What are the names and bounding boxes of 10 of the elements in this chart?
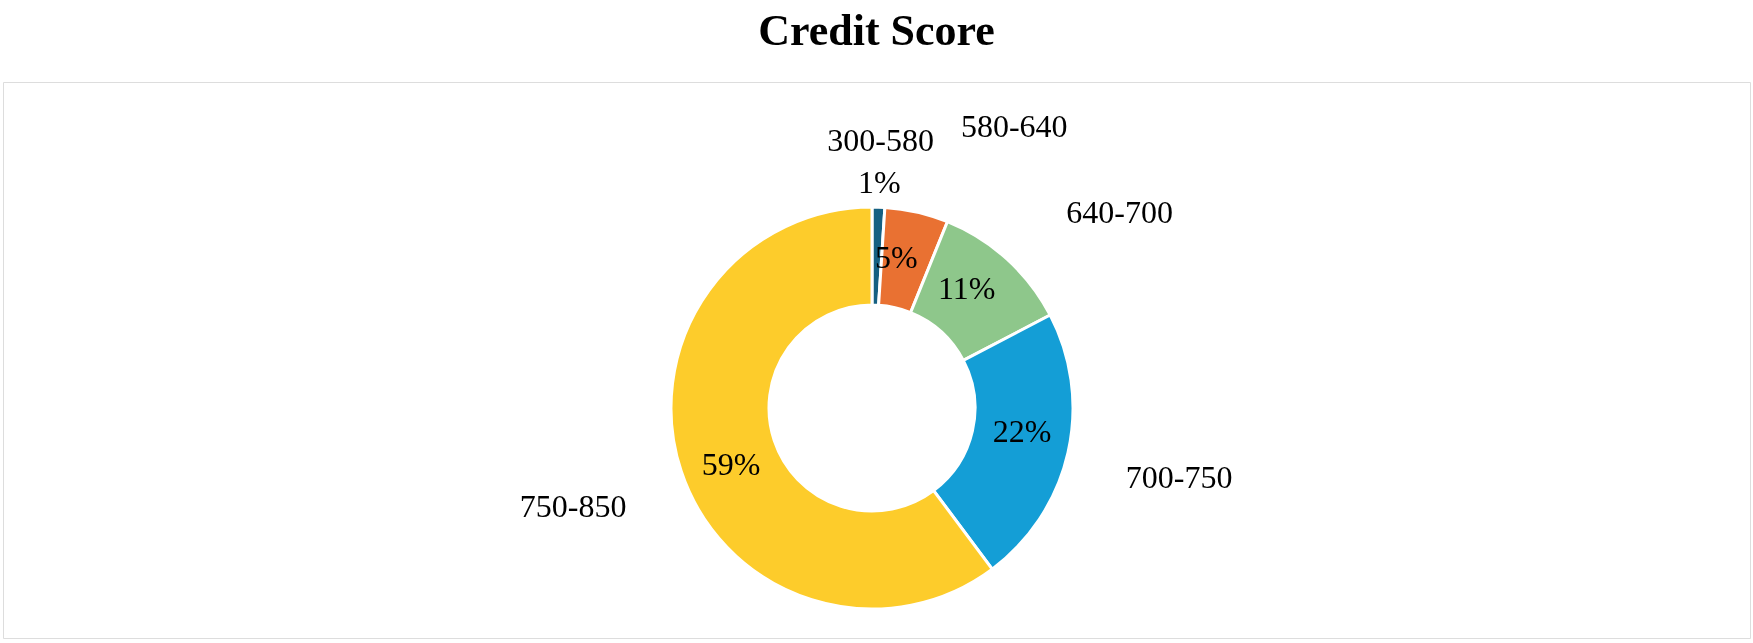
- data-label: 59%: [701, 446, 761, 483]
- slice-label: 750-850: [519, 488, 627, 525]
- data-label: 1%: [857, 164, 901, 201]
- data-label: 22%: [992, 413, 1052, 450]
- slice-label: 640-700: [1066, 194, 1173, 231]
- slice-label: 580-640: [960, 107, 1068, 144]
- chart-title: Credit Score: [758, 6, 995, 55]
- data-label: 11%: [938, 270, 996, 307]
- slice-label: 300-580: [827, 122, 934, 159]
- slice-label: 700-750: [1125, 459, 1233, 496]
